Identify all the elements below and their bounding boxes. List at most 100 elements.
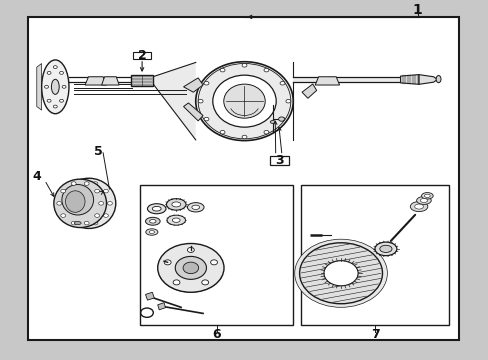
Ellipse shape	[149, 231, 154, 233]
Ellipse shape	[145, 217, 160, 225]
Circle shape	[71, 182, 76, 185]
Ellipse shape	[270, 121, 275, 123]
Circle shape	[198, 99, 203, 103]
Circle shape	[158, 243, 224, 292]
Circle shape	[71, 221, 76, 225]
Ellipse shape	[62, 178, 116, 229]
Circle shape	[210, 260, 217, 265]
Circle shape	[53, 105, 57, 108]
Text: 1: 1	[412, 3, 422, 17]
Circle shape	[57, 202, 61, 205]
Ellipse shape	[41, 60, 69, 114]
Ellipse shape	[424, 194, 429, 197]
Ellipse shape	[166, 215, 185, 225]
Text: 6: 6	[212, 328, 221, 341]
Text: 4: 4	[33, 170, 41, 183]
Circle shape	[93, 221, 98, 225]
Ellipse shape	[435, 76, 440, 83]
Circle shape	[173, 280, 180, 285]
Circle shape	[285, 99, 290, 103]
Ellipse shape	[419, 198, 427, 202]
Circle shape	[164, 260, 171, 265]
Circle shape	[103, 189, 108, 193]
Polygon shape	[85, 77, 106, 85]
Ellipse shape	[172, 218, 180, 222]
Circle shape	[80, 221, 85, 225]
Ellipse shape	[374, 242, 396, 256]
Circle shape	[47, 71, 51, 74]
Circle shape	[53, 66, 57, 68]
Circle shape	[80, 182, 85, 185]
Ellipse shape	[409, 202, 427, 212]
Polygon shape	[315, 77, 339, 85]
Circle shape	[69, 214, 74, 217]
Ellipse shape	[195, 62, 293, 141]
Circle shape	[95, 214, 100, 217]
Circle shape	[220, 130, 224, 134]
Circle shape	[324, 261, 357, 286]
Circle shape	[187, 247, 194, 252]
Polygon shape	[158, 303, 165, 310]
Ellipse shape	[145, 229, 158, 235]
Polygon shape	[400, 75, 418, 84]
Ellipse shape	[416, 197, 430, 204]
Ellipse shape	[51, 79, 59, 94]
Polygon shape	[131, 75, 153, 86]
Circle shape	[62, 85, 66, 88]
Circle shape	[95, 189, 100, 193]
Polygon shape	[37, 63, 41, 110]
Ellipse shape	[212, 75, 276, 127]
Polygon shape	[183, 78, 203, 92]
Circle shape	[183, 262, 198, 274]
Ellipse shape	[171, 202, 180, 207]
Bar	[269, 156, 289, 165]
Circle shape	[242, 63, 246, 67]
Circle shape	[203, 117, 208, 121]
Circle shape	[84, 221, 89, 225]
Ellipse shape	[149, 220, 156, 223]
Circle shape	[280, 117, 285, 121]
Ellipse shape	[224, 84, 264, 118]
Circle shape	[202, 280, 208, 285]
Ellipse shape	[187, 203, 203, 212]
Ellipse shape	[147, 204, 165, 214]
Text: 7: 7	[370, 328, 379, 341]
Circle shape	[299, 243, 382, 304]
Polygon shape	[145, 292, 154, 300]
Circle shape	[65, 202, 70, 205]
Circle shape	[44, 85, 48, 88]
Text: 3: 3	[275, 154, 284, 167]
Circle shape	[61, 189, 65, 193]
Bar	[27, 17, 458, 339]
Circle shape	[280, 81, 285, 85]
Circle shape	[264, 68, 268, 72]
Bar	[140, 185, 293, 325]
Ellipse shape	[191, 205, 199, 210]
Circle shape	[84, 182, 89, 185]
Ellipse shape	[166, 199, 185, 210]
Circle shape	[60, 71, 63, 74]
Ellipse shape	[74, 221, 81, 225]
Circle shape	[220, 68, 224, 72]
Text: 5: 5	[94, 145, 102, 158]
Circle shape	[103, 214, 108, 217]
Circle shape	[47, 99, 51, 102]
Circle shape	[107, 202, 112, 205]
Circle shape	[99, 202, 103, 205]
Polygon shape	[153, 62, 195, 140]
Ellipse shape	[62, 185, 93, 215]
Polygon shape	[102, 77, 119, 85]
Bar	[293, 77, 400, 82]
Text: 2: 2	[138, 49, 146, 62]
Polygon shape	[183, 103, 203, 121]
Ellipse shape	[379, 245, 391, 252]
Polygon shape	[418, 75, 437, 84]
Circle shape	[93, 182, 98, 185]
Circle shape	[264, 130, 268, 134]
Circle shape	[203, 81, 208, 85]
Ellipse shape	[65, 191, 85, 212]
Polygon shape	[302, 84, 316, 98]
Bar	[133, 53, 151, 59]
Circle shape	[278, 117, 284, 121]
Bar	[300, 185, 448, 325]
